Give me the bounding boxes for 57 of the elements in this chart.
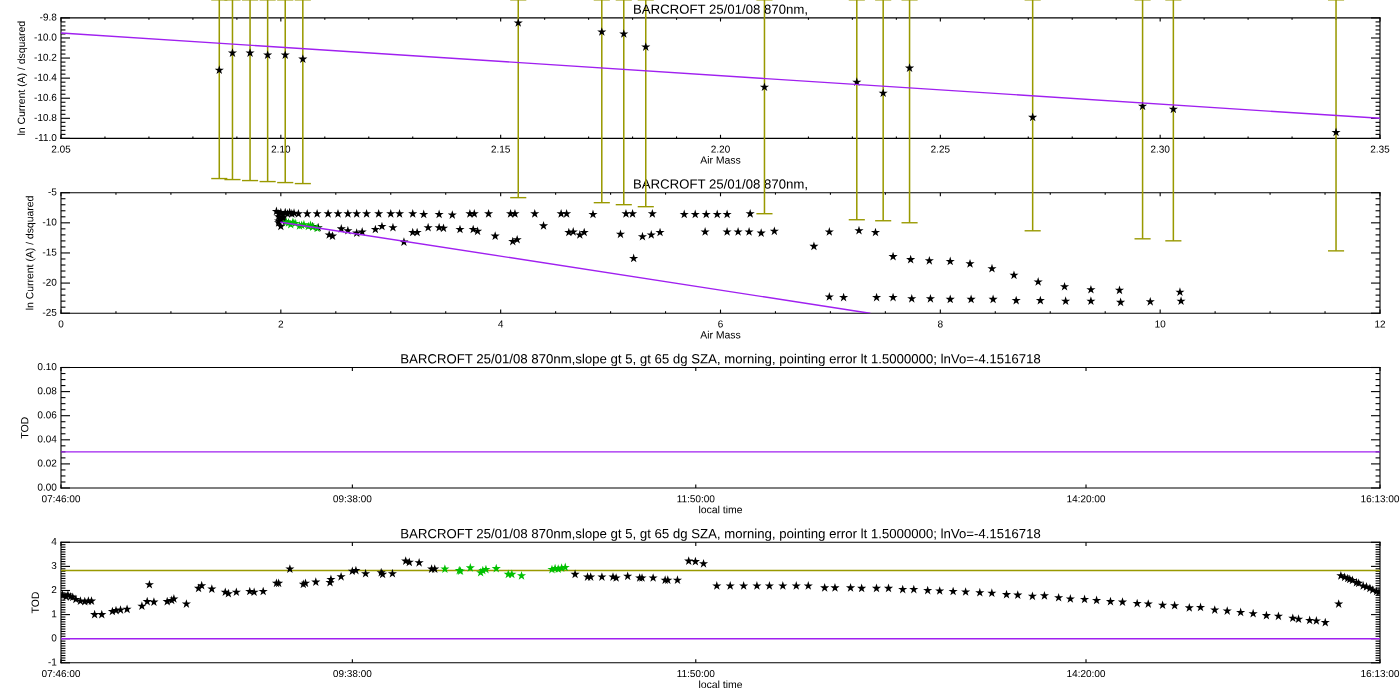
x-tick-label: 2	[278, 320, 284, 328]
x-axis-title: Air Mass	[700, 330, 741, 339]
y-axis-title: TOD	[20, 417, 29, 439]
y-tick-label: 0.02	[37, 459, 57, 467]
x-tick-label: 16:13:00	[1361, 495, 1400, 503]
y-tick-label: -9.8	[40, 13, 57, 21]
x-tick-label: 11:50:00	[677, 670, 715, 678]
x-tick-label: 14:20:00	[1067, 670, 1106, 678]
y-tick-label: -10.6	[34, 93, 57, 101]
x-tick-label: 14:20:00	[1067, 495, 1106, 503]
y-tick-label: -20	[42, 278, 57, 286]
x-axis-title: local time	[699, 680, 743, 689]
y-axis-title: ln Current (A) / dsquared	[25, 196, 36, 310]
x-tick-label: 16:13:00	[1361, 670, 1400, 678]
x-tick-label: 09:38:00	[333, 670, 372, 678]
x-tick-label: 2.30	[1150, 145, 1170, 153]
x-tick-label: 07:46:00	[41, 670, 81, 678]
x-tick-label: 4	[498, 320, 504, 328]
x-tick-label: 2.15	[491, 145, 510, 153]
x-tick-label: 2.25	[931, 145, 950, 153]
chart-title: BARCROFT 25/01/08 870nm,slope gt 5, gt 65 dg SZA, morning, pointing error lt 1.5000000; lnVo=-4.1516718	[401, 353, 1041, 367]
y-tick-label: -1	[48, 658, 57, 666]
x-tick-label: 2.20	[711, 145, 730, 153]
y-tick-label: 0	[51, 634, 57, 642]
y-tick-label: 0.04	[37, 435, 57, 443]
x-tick-label: 07:46:00	[41, 495, 81, 503]
y-tick-label: 0.10	[37, 363, 57, 371]
y-tick-label: -11.0	[35, 134, 57, 142]
x-tick-label: 10	[1155, 320, 1166, 328]
y-tick-label: 2	[51, 586, 57, 594]
y-tick-label: -10.2	[34, 53, 57, 61]
x-axis-title: Air Mass	[700, 156, 741, 164]
y-tick-label: 3	[51, 562, 57, 570]
y-tick-label: -15	[42, 248, 57, 256]
x-tick-label: 11:50:00	[677, 495, 715, 503]
y-tick-label: -10.0	[34, 33, 57, 41]
y-tick-label: -10.8	[34, 113, 57, 121]
y-tick-label: -25	[42, 308, 57, 316]
x-axis-title: local time	[699, 505, 743, 514]
chart-title: BARCROFT 25/01/08 870nm,slope gt 5, gt 65 dg SZA, morning, pointing error lt 1.5000000; lnVo=-4.1516718	[401, 528, 1041, 541]
y-tick-label: -10	[42, 218, 57, 226]
x-tick-label: 2.05	[51, 145, 71, 153]
x-tick-label: 6	[718, 320, 723, 328]
x-tick-label: 0	[58, 320, 64, 328]
y-axis-title: TOD	[31, 592, 39, 614]
y-tick-label: -10.4	[34, 73, 57, 81]
y-tick-label: 1	[52, 610, 57, 618]
y-tick-label: 4	[51, 538, 57, 545]
x-tick-label: 2.35	[1370, 145, 1390, 153]
y-tick-label: -5	[48, 188, 57, 196]
y-tick-label: 0.06	[37, 411, 57, 419]
y-tick-label: 0.00	[37, 483, 57, 491]
x-tick-label: 09:38:00	[333, 495, 372, 503]
x-tick-label: 8	[937, 320, 943, 328]
y-axis-title: ln Current (A) / dsquared	[17, 21, 28, 135]
x-tick-label: 12	[1375, 320, 1386, 328]
y-tick-label: 0.08	[37, 387, 57, 395]
